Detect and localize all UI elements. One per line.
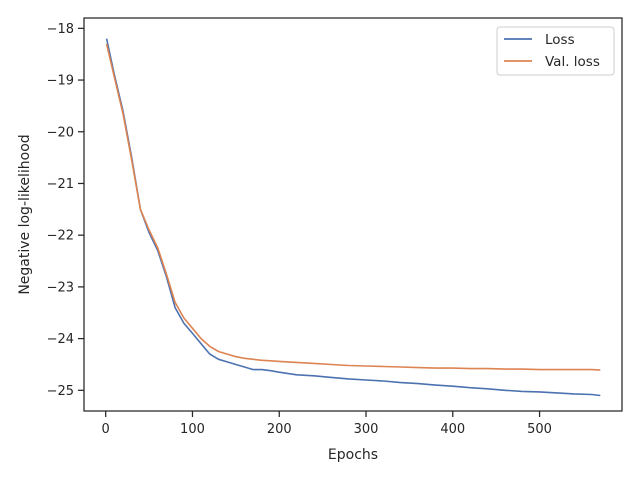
- y-axis: −25 −24 −23 −22 −21 −20 −19 −18: [47, 22, 84, 399]
- legend: Loss Val. loss: [496, 26, 615, 76]
- series-line-val-loss: [105, 43, 601, 371]
- legend-label-loss: Loss: [545, 32, 575, 48]
- x-tick-label: 200: [267, 422, 292, 437]
- y-tick-label: −24: [47, 332, 74, 347]
- series-line-loss: [105, 38, 601, 397]
- x-axis: 0 100 200 300 400 500: [102, 411, 552, 437]
- y-tick-label: −18: [47, 22, 74, 37]
- legend-label-val-loss: Val. loss: [545, 54, 600, 70]
- x-tick-label: 500: [527, 422, 552, 437]
- x-tick-label: 400: [440, 422, 465, 437]
- x-axis-label: Epochs: [328, 447, 378, 463]
- y-tick-label: −21: [47, 177, 74, 192]
- x-tick-label: 300: [354, 422, 379, 437]
- y-tick-label: −20: [47, 125, 74, 140]
- x-tick-label: 0: [102, 422, 110, 437]
- y-tick-label: −25: [47, 384, 74, 399]
- y-axis-label: Negative log-likelihood: [17, 134, 33, 294]
- y-tick-label: −19: [47, 74, 74, 89]
- y-tick-label: −22: [47, 229, 74, 244]
- x-tick-label: 100: [180, 422, 205, 437]
- plot-frame: [83, 17, 623, 412]
- y-tick-label: −23: [47, 280, 74, 295]
- series-layer: [105, 38, 601, 397]
